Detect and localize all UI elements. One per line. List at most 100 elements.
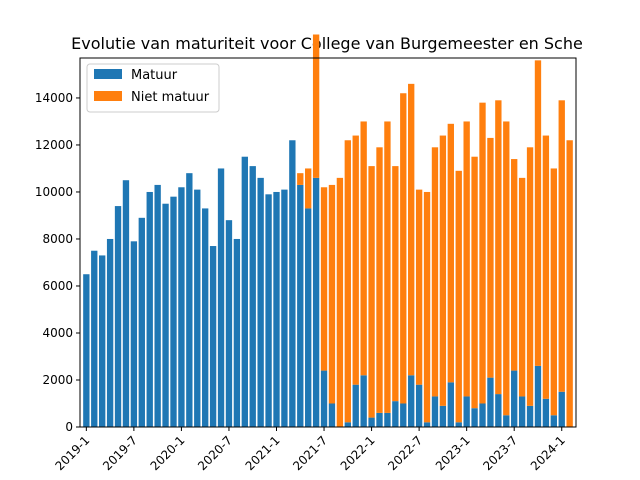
bar-niet-matuur-2022-11 [447,123,454,383]
bar-matuur-2019-5 [114,206,122,427]
bar-niet-matuur-2022-12 [455,170,462,423]
bar-niet-matuur-2023-7 [511,159,518,371]
legend-swatch-matuur [94,69,122,79]
bar-niet-matuur-2023-6 [503,121,510,416]
bar-matuur-2020-12 [265,194,272,427]
bar-matuur-2022-5 [400,403,407,427]
bar-matuur-2021-10 [344,422,351,427]
bar-matuur-2022-9 [431,396,439,427]
bar-niet-matuur-2023-5 [495,100,502,395]
bar-matuur-2023-3 [479,403,486,427]
bar-matuur-2022-7 [415,384,423,427]
y-tick-label: 4000 [42,326,73,340]
bar-matuur-2021-3 [289,140,296,427]
bar-matuur-2022-10 [439,405,447,427]
y-tick-label: 14000 [35,91,73,105]
bar-niet-matuur-2023-9 [526,147,534,406]
legend-label-matuur: Matuur [131,68,178,83]
bar-matuur-2023-10 [534,365,542,427]
bar-niet-matuur-2021-12 [360,121,367,376]
bar-matuur-2021-8 [328,403,336,427]
bar-matuur-2021-2 [281,189,288,427]
bar-matuur-2023-7 [511,370,518,427]
bar-matuur-2019-7 [130,241,138,427]
bar-matuur-2019-6 [122,180,130,427]
bar-matuur-2020-8 [233,238,241,427]
bars-group [83,34,573,428]
bar-niet-matuur-2023-12 [550,168,557,416]
bar-matuur-2021-11 [352,384,359,427]
bar-matuur-2020-4 [202,208,209,427]
bar-niet-matuur-2024-2 [566,140,573,427]
bar-matuur-2023-4 [487,377,494,427]
bar-matuur-2023-12 [550,415,557,427]
bar-matuur-2019-8 [138,217,145,427]
bar-niet-matuur-2021-7 [320,187,328,371]
bar-niet-matuur-2021-10 [344,140,351,423]
y-tick-label: 2000 [42,373,73,387]
bar-matuur-2020-9 [241,156,248,427]
bar-matuur-2021-6 [312,177,320,427]
bar-niet-matuur-2022-4 [392,166,399,402]
bar-matuur-2020-1 [178,187,185,427]
bar-niet-matuur-2021-11 [352,135,359,385]
bar-matuur-2021-4 [297,184,304,427]
bar-niet-matuur-2024-1 [558,100,565,392]
bar-matuur-2022-2 [376,412,383,427]
bar-matuur-2021-12 [360,375,367,427]
bar-matuur-2019-11 [162,203,169,427]
bar-matuur-2019-1 [83,274,90,427]
plot-frame [79,57,577,428]
bar-matuur-2019-9 [146,191,153,427]
bar-matuur-2022-8 [423,422,431,427]
bar-matuur-2023-11 [542,398,550,427]
bar-niet-matuur-2022-5 [400,93,407,404]
bar-niet-matuur-2022-6 [408,83,415,376]
bar-matuur-2024-1 [558,391,565,427]
bar-matuur-2022-11 [447,382,454,427]
bar-niet-matuur-2022-1 [368,166,375,418]
bar-niet-matuur-2023-3 [479,102,486,404]
bar-niet-matuur-2021-8 [328,184,336,404]
legend: Matuur Niet matuur [86,63,220,113]
bar-matuur-2021-1 [273,191,280,427]
bar-matuur-2020-3 [194,189,201,427]
bar-niet-matuur-2021-9 [336,177,344,427]
y-tick-label: 10000 [35,185,73,199]
y-tick-label: 8000 [42,232,73,246]
legend-swatch-niet-matuur [94,91,122,101]
y-tick-label: 6000 [42,279,73,293]
bar-matuur-2020-11 [257,177,264,427]
bar-matuur-2023-6 [503,415,510,427]
bar-matuur-2023-1 [463,396,470,427]
bar-niet-matuur-2021-6 [312,34,320,178]
bar-matuur-2023-5 [495,394,502,427]
bar-matuur-2023-8 [518,396,526,427]
bar-niet-matuur-2022-7 [415,189,423,385]
bar-matuur-2022-4 [392,401,399,427]
bar-matuur-2022-6 [408,375,415,427]
bar-matuur-2019-2 [91,250,98,427]
bar-matuur-2023-9 [526,405,534,427]
bar-niet-matuur-2023-11 [542,135,550,399]
bar-niet-matuur-2021-5 [305,168,312,209]
chart-title: Evolutie van maturiteit voor College van… [71,34,583,53]
bar-matuur-2019-4 [106,238,114,427]
bar-matuur-2022-12 [455,422,462,427]
bar-niet-matuur-2022-3 [384,121,391,413]
bar-matuur-2020-10 [249,166,256,428]
bar-niet-matuur-2023-10 [534,60,542,366]
bar-niet-matuur-2023-2 [471,156,478,409]
y-tick-label: 0 [65,420,73,434]
bar-niet-matuur-2022-8 [423,191,431,423]
bar-niet-matuur-2021-4 [297,173,304,185]
bar-matuur-2020-6 [217,168,225,427]
bar-niet-matuur-2023-8 [518,177,526,397]
bar-niet-matuur-2022-2 [376,147,383,413]
y-tick-label: 12000 [35,138,73,152]
bar-matuur-2020-2 [186,173,193,427]
bar-niet-matuur-2023-1 [463,121,470,397]
y-axis: 0 2000 4000 6000 8000 10000 12000 14000 [35,91,80,434]
bar-matuur-2021-7 [320,370,328,427]
